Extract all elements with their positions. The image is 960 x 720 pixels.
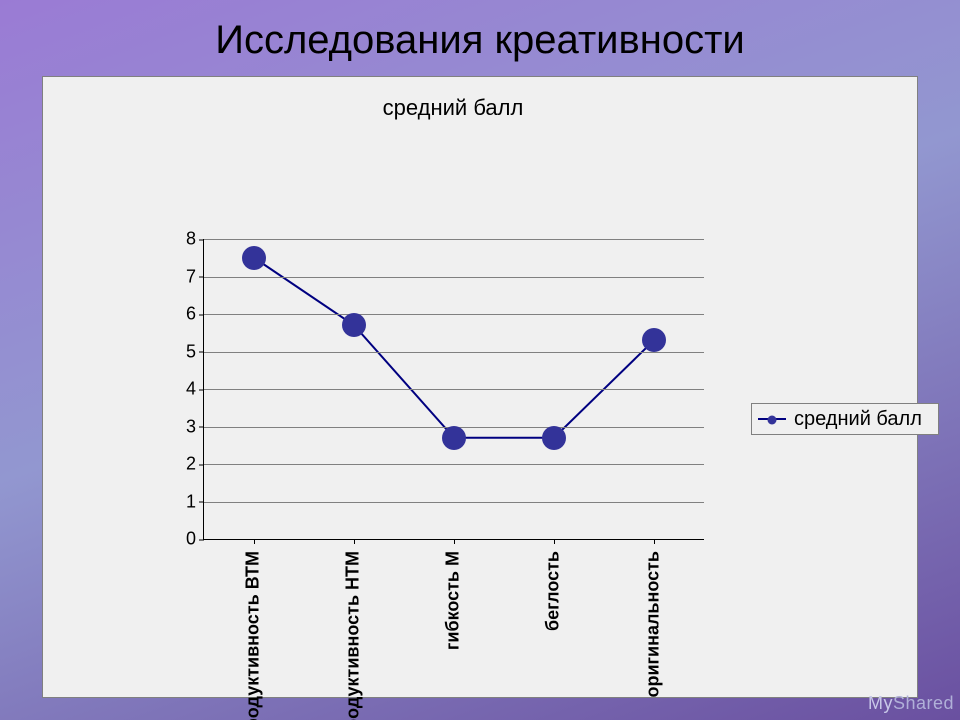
watermark-part-1: My	[868, 693, 893, 713]
slide-title: Исследования креативности	[0, 18, 960, 63]
y-tick-label: 2	[186, 454, 204, 475]
legend-swatch-dot	[768, 416, 777, 425]
gridline	[204, 389, 704, 390]
x-tick-label: продуктивность НТМ	[343, 551, 364, 720]
y-tick-label: 0	[186, 529, 204, 550]
gridline	[204, 239, 704, 240]
data-point-marker	[442, 426, 466, 450]
data-point-marker	[542, 426, 566, 450]
data-point-marker	[642, 328, 666, 352]
y-tick-label: 5	[186, 341, 204, 362]
y-tick-label: 4	[186, 379, 204, 400]
x-tick-mark	[654, 539, 655, 544]
x-tick-mark	[254, 539, 255, 544]
x-tick-mark	[354, 539, 355, 544]
gridline	[204, 277, 704, 278]
plot-area: 012345678	[203, 239, 704, 540]
y-tick-label: 7	[186, 266, 204, 287]
legend-label: средний балл	[794, 408, 922, 431]
y-tick-label: 3	[186, 416, 204, 437]
x-tick-mark	[454, 539, 455, 544]
legend-swatch-line	[758, 418, 786, 420]
gridline	[204, 464, 704, 465]
chart-container: средний балл 012345678 средний балл прод…	[42, 76, 918, 698]
x-tick-mark	[554, 539, 555, 544]
watermark-part-2: Shared	[893, 693, 954, 713]
data-point-marker	[242, 246, 266, 270]
watermark: MyShared	[868, 693, 954, 714]
chart-title: средний балл	[203, 95, 703, 121]
x-tick-label: беглость	[543, 551, 564, 631]
slide: Исследования креативности средний балл 0…	[0, 0, 960, 720]
y-tick-label: 1	[186, 491, 204, 512]
gridline	[204, 314, 704, 315]
x-tick-label: продуктивность ВТМ	[243, 551, 264, 720]
y-tick-label: 6	[186, 304, 204, 325]
x-tick-label: гибкость М	[443, 551, 464, 650]
gridline	[204, 502, 704, 503]
gridline	[204, 352, 704, 353]
x-tick-label: оригинальность	[643, 551, 664, 698]
chart-legend: средний балл	[751, 403, 939, 435]
y-tick-label: 8	[186, 229, 204, 250]
data-point-marker	[342, 313, 366, 337]
